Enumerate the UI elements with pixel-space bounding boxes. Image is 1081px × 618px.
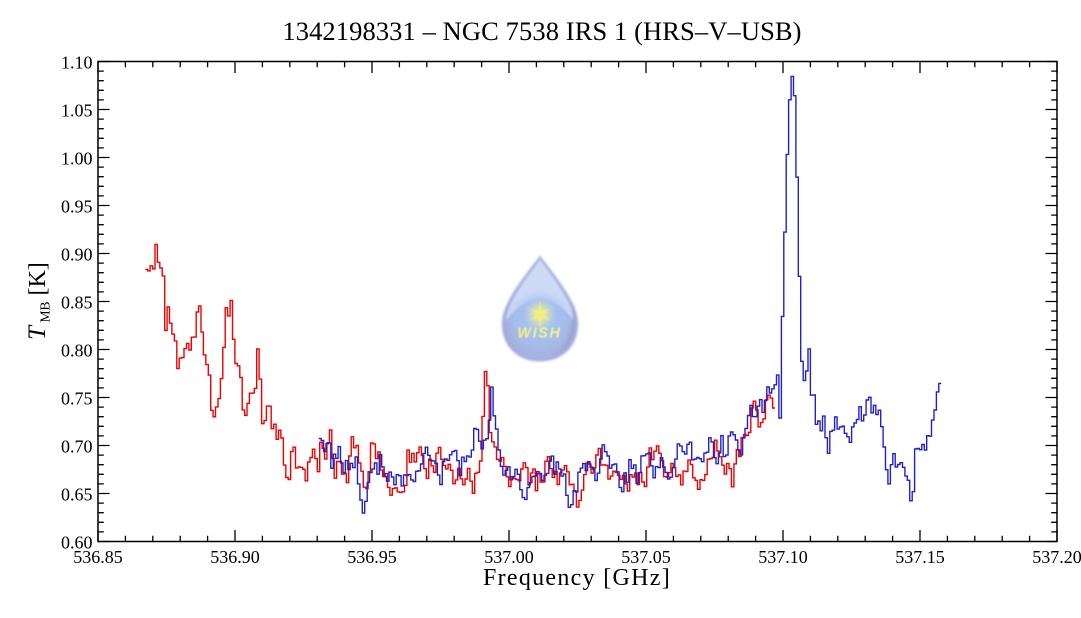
svg-text:T MB [K]: T MB [K] [24, 262, 53, 340]
svg-text:537.05: 537.05 [621, 547, 671, 567]
svg-text:536.95: 536.95 [347, 547, 397, 567]
svg-text:536.90: 536.90 [210, 547, 260, 567]
svg-text:1342198331 – NGC 7538 IRS 1 (H: 1342198331 – NGC 7538 IRS 1 (HRS–V–USB) [282, 16, 801, 46]
svg-text:0.90: 0.90 [61, 245, 93, 265]
svg-text:0.60: 0.60 [61, 533, 93, 553]
svg-text:0.85: 0.85 [61, 293, 93, 313]
svg-text:1.00: 1.00 [61, 149, 93, 169]
svg-text:0.80: 0.80 [61, 341, 93, 361]
svg-text:1.05: 1.05 [61, 101, 93, 121]
svg-text:0.75: 0.75 [61, 389, 93, 409]
svg-text:537.00: 537.00 [484, 547, 534, 567]
svg-text:537.10: 537.10 [758, 547, 808, 567]
svg-text:0.65: 0.65 [61, 485, 93, 505]
svg-text:Frequency [GHz]: Frequency [GHz] [483, 565, 671, 591]
svg-text:WISH: WISH [517, 326, 561, 342]
svg-text:1.10: 1.10 [61, 53, 93, 73]
svg-text:0.95: 0.95 [61, 197, 93, 217]
svg-text:537.20: 537.20 [1032, 547, 1081, 567]
svg-text:537.15: 537.15 [895, 547, 945, 567]
svg-text:536.85: 536.85 [73, 547, 123, 567]
svg-text:0.70: 0.70 [61, 437, 93, 457]
